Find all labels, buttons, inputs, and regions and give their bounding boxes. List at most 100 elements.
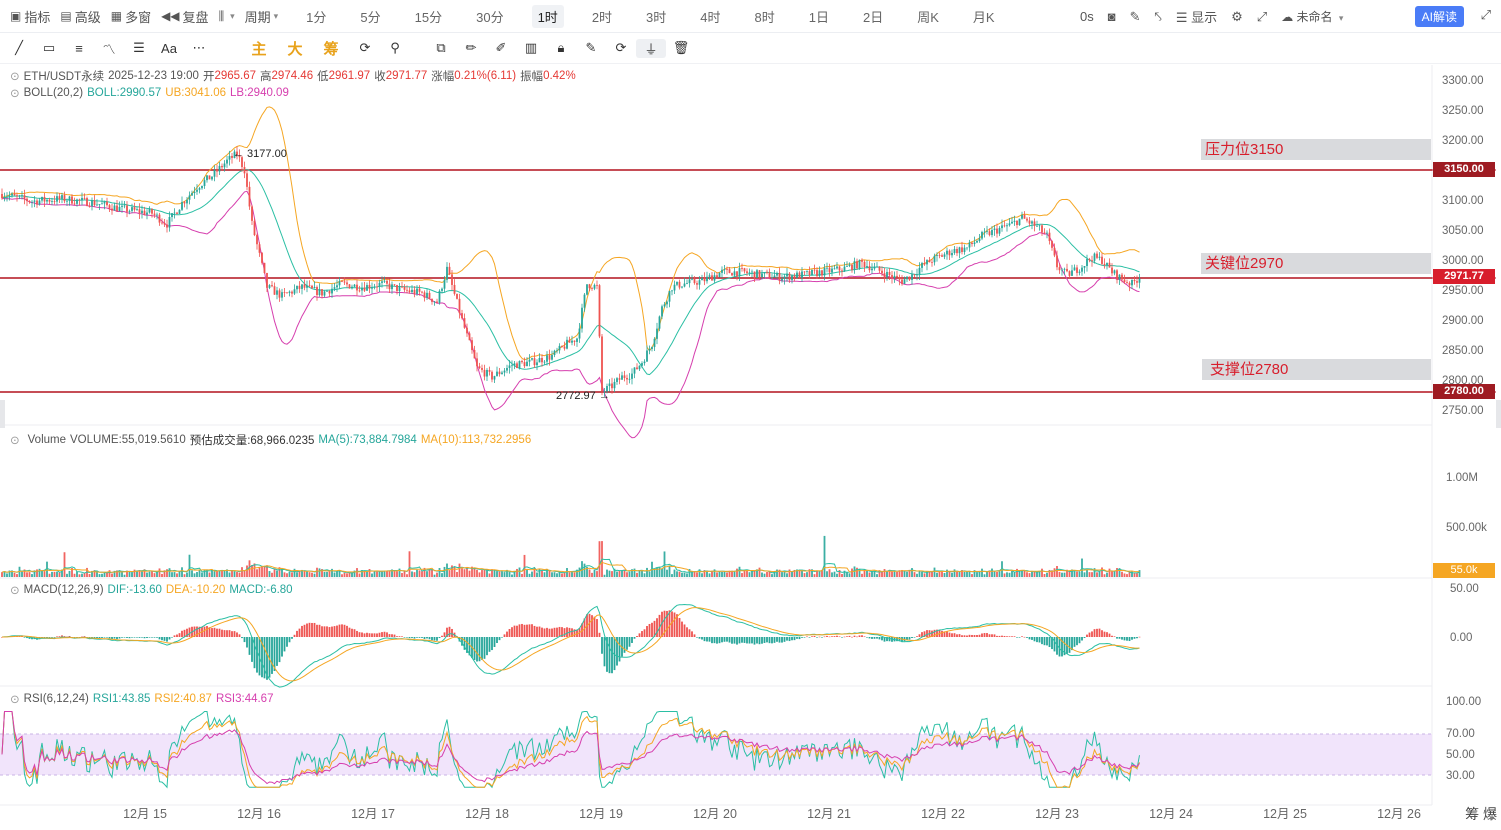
fullscreen-icon[interactable]: ⤢: [1256, 8, 1268, 24]
pen-icon[interactable]: ✎: [1129, 8, 1141, 24]
expand-icon[interactable]: ⤢: [1480, 7, 1491, 22]
multi-window-button[interactable]: ▦ 多窗: [111, 7, 151, 26]
candle: [1131, 279, 1133, 290]
candle: [963, 244, 966, 255]
chip-button[interactable]: 筹: [323, 40, 339, 58]
copy-icon[interactable]: ⧉: [436, 40, 446, 55]
main-force-button[interactable]: 主: [251, 40, 267, 58]
restore-icon[interactable]: ⤣: [1154, 8, 1162, 24]
parallel-lines-tool-icon[interactable]: ≡: [75, 40, 83, 56]
fibonacci-tool-icon[interactable]: ☰: [133, 40, 145, 55]
chevron-down-icon: ▾: [230, 10, 235, 21]
lock-icon[interactable]: 🔒︎: [557, 40, 565, 55]
volume-bar: [98, 574, 101, 577]
timeframe-2[interactable]: 15分: [414, 9, 443, 25]
macd-bar: [93, 637, 96, 639]
candle: [141, 205, 143, 219]
candle-body: [433, 301, 436, 303]
macd-bar: [1068, 637, 1071, 653]
timeframe-4[interactable]: 1时: [531, 4, 564, 28]
candle: [751, 269, 753, 278]
candle: [283, 287, 286, 297]
timeframe-9[interactable]: 1日: [808, 9, 829, 25]
candle: [463, 313, 466, 329]
macd-bar: [346, 625, 348, 637]
volume-bar: [1058, 571, 1061, 577]
candle-body: [888, 271, 891, 276]
volume-bar: [896, 571, 898, 577]
measure-icon[interactable]: ⚲: [390, 40, 400, 55]
volume-bar: [353, 570, 356, 577]
timeframe-10[interactable]: 2日: [862, 9, 884, 25]
eye-icon[interactable]: ⊙: [10, 435, 20, 447]
text-tool-icon[interactable]: Aa: [161, 40, 177, 56]
candle-body: [451, 274, 453, 285]
candle: [761, 269, 763, 280]
layout-button[interactable]: ☁ 未命名 ▾: [1281, 8, 1343, 25]
left-scroll-handle[interactable]: [0, 400, 5, 428]
volume-bar: [611, 571, 613, 577]
candle: [406, 285, 408, 294]
macd-bar: [716, 637, 718, 644]
candle: [741, 263, 743, 272]
advanced-button[interactable]: ▤ 高级: [60, 7, 100, 26]
candle-body: [763, 272, 766, 274]
timeframe-6[interactable]: 3时: [646, 9, 667, 25]
note-icon[interactable]: ✎: [585, 40, 597, 55]
timeframe-7[interactable]: 4时: [700, 9, 721, 25]
timeframe-0[interactable]: 1分: [306, 9, 327, 25]
ruler-icon[interactable]: ▥: [524, 40, 538, 55]
filter-icon[interactable]: ⏚: [636, 38, 666, 58]
eye-icon[interactable]: ⊙: [10, 71, 20, 83]
ai-analysis-button[interactable]: AI解读: [1414, 6, 1464, 27]
indicators-button[interactable]: ▣ 指标: [10, 7, 50, 26]
timeframe-11[interactable]: 周K: [917, 9, 939, 25]
candle-body: [566, 339, 568, 349]
rsi-tick-label: 30.00: [1446, 770, 1475, 782]
pencil-icon[interactable]: ✏: [465, 40, 477, 55]
candle-body: [291, 291, 293, 294]
timeframe-1[interactable]: 5分: [360, 9, 381, 25]
timeframe-8[interactable]: 8时: [754, 9, 775, 25]
period-dropdown[interactable]: 周期 ▾: [245, 7, 279, 26]
trash-icon[interactable]: 🗑︎: [672, 40, 690, 55]
macd-bar: [648, 623, 651, 637]
candle: [153, 210, 156, 218]
macd-bar: [911, 637, 913, 639]
timeframe-5[interactable]: 2时: [591, 9, 613, 25]
candle: [683, 277, 686, 288]
candle-body: [473, 350, 476, 359]
display-button[interactable]: ☰ 显示: [1176, 7, 1217, 26]
more-tools-icon[interactable]: ⋯: [192, 40, 206, 55]
wave-tool-icon[interactable]: 〽: [102, 41, 116, 57]
right-scroll-handle[interactable]: [1496, 400, 1501, 428]
eye-icon[interactable]: ⊙: [10, 88, 20, 100]
eye-icon[interactable]: ⊙: [10, 694, 20, 706]
replay-button[interactable]: ◀◀ 复盘: [161, 7, 208, 26]
macd-bar: [338, 624, 341, 637]
candle: [28, 200, 31, 204]
eye-icon[interactable]: ⊙: [10, 585, 20, 597]
candle-body: [206, 175, 208, 181]
rectangle-tool-icon[interactable]: ▭: [42, 40, 56, 55]
candle: [836, 262, 838, 270]
magnet-icon[interactable]: ⟳: [615, 40, 627, 55]
large-order-button[interactable]: 大: [287, 40, 303, 58]
brush-icon[interactable]: ✐: [495, 40, 507, 55]
candle: [823, 263, 826, 281]
candle-body: [728, 269, 731, 274]
timeframe-12[interactable]: 月K: [972, 9, 995, 25]
settings-icon[interactable]: ⚙: [1231, 8, 1243, 24]
macd-dif-line: [1, 603, 1140, 688]
macd-bar: [926, 630, 928, 637]
chart-type-button[interactable]: ⫼ ▾: [219, 9, 235, 24]
sync-icon[interactable]: ⟳: [359, 40, 371, 55]
volume-bar: [858, 569, 861, 577]
volume-bar: [976, 572, 978, 577]
timeframe-3[interactable]: 30分: [476, 9, 504, 25]
candle: [161, 218, 163, 225]
trendline-tool-icon[interactable]: ╱: [15, 40, 23, 55]
camera-icon[interactable]: ◙: [1107, 9, 1116, 24]
macd-bar: [663, 610, 666, 637]
